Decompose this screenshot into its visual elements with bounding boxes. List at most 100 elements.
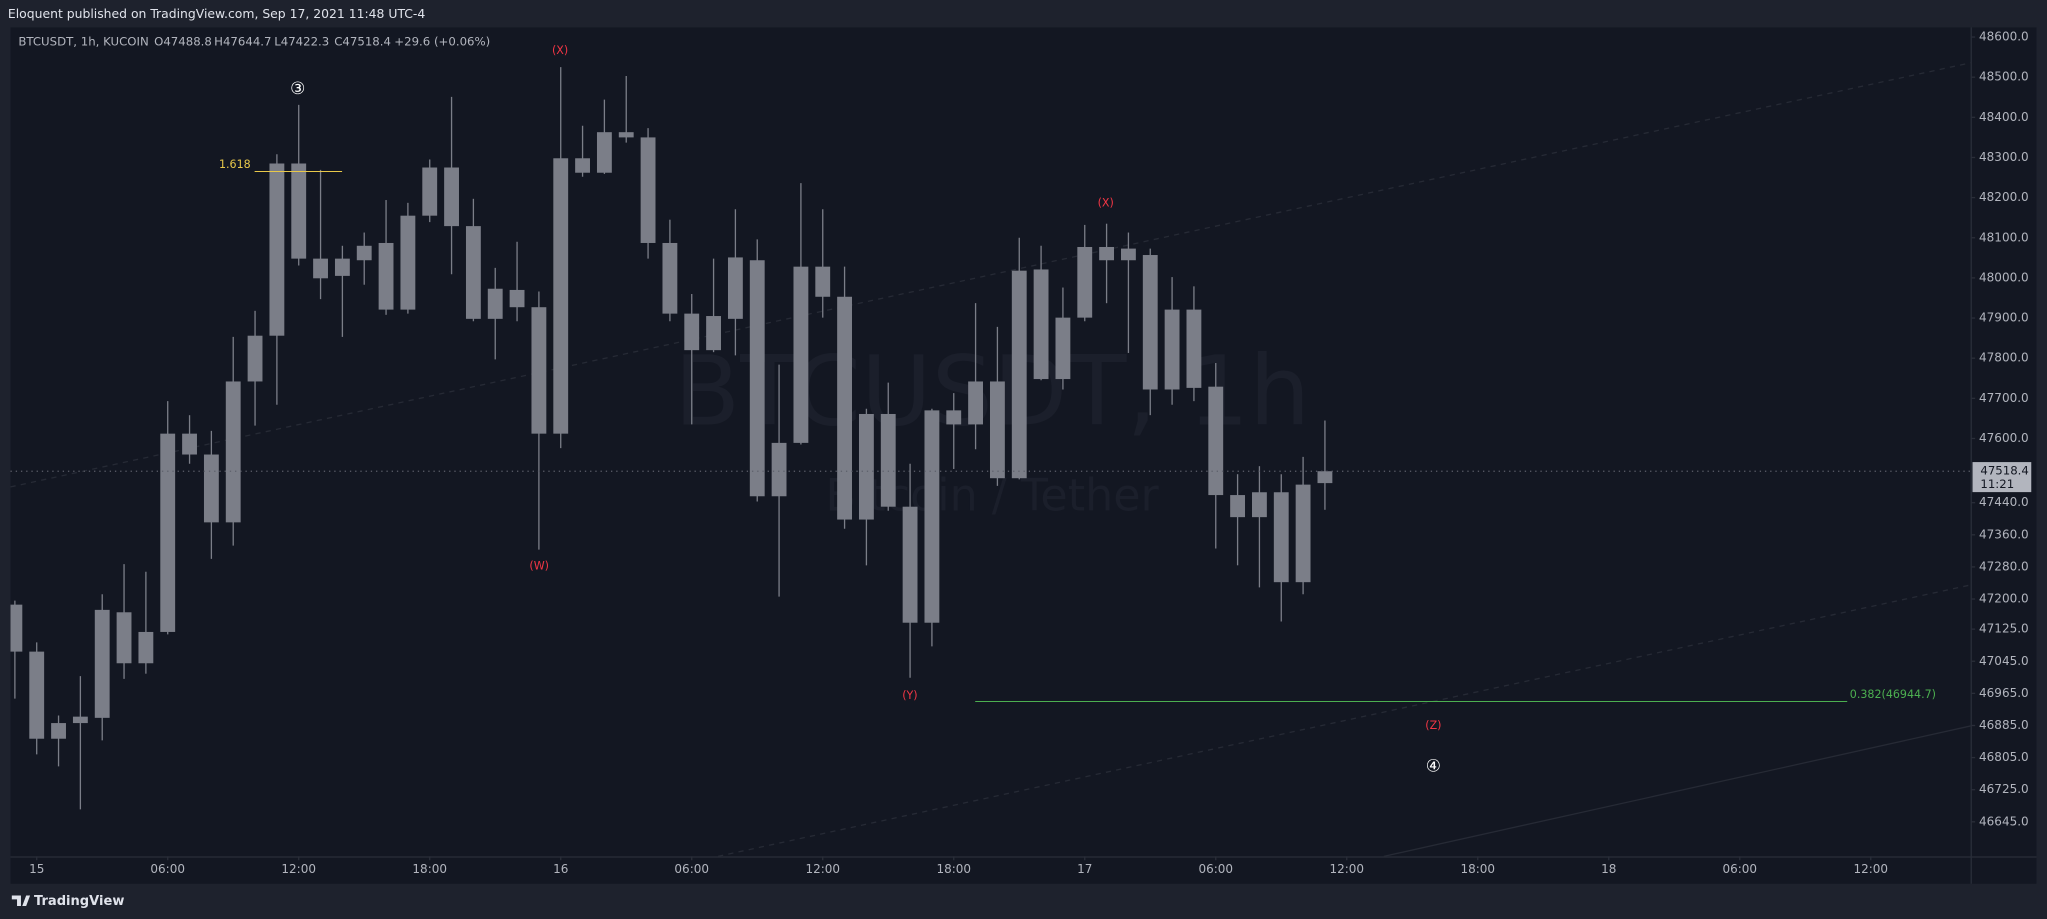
wave-label: (Z) bbox=[1425, 719, 1441, 732]
x-tick-label: 12:00 bbox=[281, 862, 316, 876]
candle-body bbox=[749, 260, 765, 497]
fib-level-label: 0.382(46944.7) bbox=[1850, 688, 1936, 701]
y-tick-label: 48500.0 bbox=[1979, 70, 2029, 84]
y-tick-label: 47600.0 bbox=[1979, 431, 2029, 445]
candle-body bbox=[225, 381, 241, 523]
candle-body bbox=[989, 381, 1005, 479]
candle-body bbox=[968, 381, 984, 425]
y-tick-label: 46645.0 bbox=[1979, 814, 2029, 828]
candle-body bbox=[793, 266, 809, 443]
x-tick-label: 17 bbox=[1077, 862, 1092, 876]
candle-body bbox=[553, 158, 569, 434]
candle-body bbox=[684, 313, 700, 351]
candle-body bbox=[771, 442, 787, 497]
candle-body bbox=[10, 604, 23, 652]
y-tick-label: 46725.0 bbox=[1979, 782, 2029, 796]
candles bbox=[10, 67, 1333, 810]
ohlc-open: O47488.8 bbox=[154, 34, 212, 48]
trend-line bbox=[10, 62, 1972, 488]
candle-body bbox=[400, 215, 416, 310]
candle-body bbox=[1164, 309, 1180, 390]
y-tick-label: 47280.0 bbox=[1979, 559, 2029, 573]
y-tick-label: 47125.0 bbox=[1979, 622, 2029, 636]
wave-labels: (X) ③ (W) (X) (Y) (Z) ④ bbox=[290, 44, 1441, 776]
ohlc-low: L47422.3 bbox=[274, 34, 329, 48]
candle-body bbox=[1099, 246, 1115, 261]
candle-body bbox=[706, 316, 721, 351]
last-price-label: 47518.4 bbox=[1980, 464, 2029, 478]
candle-body bbox=[1186, 309, 1202, 388]
x-tick-label: 18:00 bbox=[1460, 862, 1495, 876]
logo-icon bbox=[11, 895, 31, 906]
fib-level-label: 1.618 bbox=[219, 158, 251, 171]
trend-line bbox=[1383, 725, 1972, 857]
candle-body bbox=[313, 258, 328, 279]
header-text: Eloquent published on TradingView.com, S… bbox=[8, 6, 426, 21]
candle-body bbox=[29, 651, 45, 739]
candle-body bbox=[1055, 317, 1071, 380]
y-tick-label: 46805.0 bbox=[1979, 750, 2029, 764]
x-tick-label: 15 bbox=[29, 862, 44, 876]
candle-body bbox=[1011, 270, 1027, 479]
candle-body bbox=[444, 167, 459, 227]
last-price-box bbox=[1972, 462, 2032, 493]
candle-body bbox=[815, 266, 831, 297]
x-tick-label: 18 bbox=[1601, 862, 1616, 876]
candle-body bbox=[247, 335, 263, 382]
candle-body bbox=[1317, 471, 1333, 484]
candle-body bbox=[1273, 492, 1289, 583]
candle-body bbox=[291, 163, 307, 259]
plot: BTCUSDT, 1h Bitcoin / Tether bbox=[10, 62, 1972, 857]
x-tick-label: 06:00 bbox=[1722, 862, 1757, 876]
candle-body bbox=[1142, 255, 1158, 390]
x-tick-label: 18:00 bbox=[412, 862, 447, 876]
candle-body bbox=[138, 631, 154, 664]
y-tick-label: 48300.0 bbox=[1979, 150, 2029, 164]
trend-line bbox=[717, 584, 1972, 857]
x-tick-label: 12:00 bbox=[805, 862, 840, 876]
y-tick-label: 48200.0 bbox=[1979, 190, 2029, 204]
wave-label: (Y) bbox=[902, 689, 917, 702]
candle-body bbox=[662, 242, 678, 314]
wave-label: (X) bbox=[552, 44, 568, 57]
y-tick-label: 47200.0 bbox=[1979, 592, 2029, 606]
candle-body bbox=[596, 132, 612, 173]
y-tick-label: 48400.0 bbox=[1979, 110, 2029, 124]
wave-label: ③ bbox=[290, 79, 305, 99]
candle-body bbox=[575, 158, 590, 173]
candle-body bbox=[1208, 386, 1224, 496]
candle-body bbox=[160, 433, 176, 632]
ohlc-change: +29.6 (+0.06%) bbox=[394, 34, 490, 48]
y-tick-label: 46885.0 bbox=[1979, 718, 2029, 732]
x-tick-label: 12:00 bbox=[1853, 862, 1888, 876]
candle-body bbox=[1295, 484, 1311, 583]
y-tick-label: 47440.0 bbox=[1979, 495, 2029, 509]
candle-body bbox=[946, 410, 962, 425]
x-tick-label: 18:00 bbox=[936, 862, 971, 876]
wave-label: ④ bbox=[1426, 756, 1441, 776]
candle-body bbox=[858, 413, 874, 520]
candle-body bbox=[1252, 492, 1267, 518]
candle-body bbox=[837, 296, 852, 520]
candle-body bbox=[1120, 248, 1136, 261]
y-tick-label: 47045.0 bbox=[1979, 654, 2029, 668]
candle-body bbox=[531, 307, 547, 434]
candle-body bbox=[509, 289, 525, 308]
candle-body bbox=[356, 245, 372, 261]
levels bbox=[10, 171, 1972, 703]
y-tick-label: 48000.0 bbox=[1979, 270, 2029, 284]
ohlc-high: H47644.7 bbox=[214, 34, 271, 48]
candle-body bbox=[334, 258, 350, 276]
x-tick-label: 06:00 bbox=[674, 862, 709, 876]
y-tick-label: 47360.0 bbox=[1979, 527, 2029, 541]
x-tick-label: 16 bbox=[553, 862, 568, 876]
countdown-label: 11:21 bbox=[1980, 477, 2014, 491]
ohlc-legend: BTCUSDT, 1h, KUCOIN O47488.8 H47644.7 L4… bbox=[18, 34, 490, 48]
y-tick-label: 48600.0 bbox=[1979, 30, 2029, 44]
candle-body bbox=[924, 410, 940, 623]
candle-body bbox=[880, 413, 896, 507]
candle-body bbox=[727, 257, 743, 319]
x-tick-label: 06:00 bbox=[150, 862, 185, 876]
x-tick-label: 12:00 bbox=[1329, 862, 1364, 876]
wave-label: (X) bbox=[1098, 197, 1114, 210]
